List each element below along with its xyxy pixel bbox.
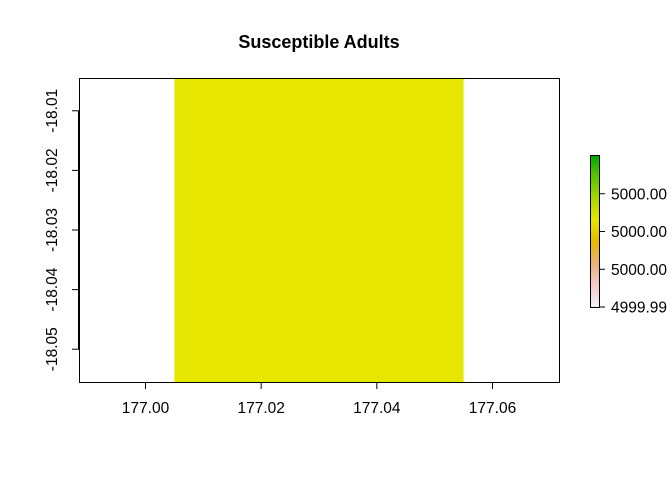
chart-title: Susceptible Adults xyxy=(238,32,399,52)
heatmap-cell xyxy=(174,78,464,382)
y-tick-label: -18.04 xyxy=(44,267,61,311)
y-tick-label: -18.01 xyxy=(44,89,61,133)
legend-tick-label: 5000.00 xyxy=(611,224,667,241)
y-tick-label: -18.05 xyxy=(44,327,61,371)
x-tick-label: 177.02 xyxy=(237,400,284,417)
x-tick-label: 177.06 xyxy=(469,400,516,417)
x-tick-label: 177.04 xyxy=(353,400,401,417)
x-axis: 177.00 177.02 177.04 177.06 xyxy=(122,382,516,417)
legend-color-bar xyxy=(590,155,599,307)
y-axis: -18.01 -18.02 -18.03 -18.04 -18.05 xyxy=(44,89,79,371)
y-tick-label: -18.03 xyxy=(44,208,61,252)
heatmap-cells xyxy=(174,78,464,382)
legend-tick-label: 5000.00 xyxy=(611,186,667,203)
color-legend: 5000.00 5000.00 5000.00 4999.99 xyxy=(590,155,667,317)
legend-tick-label: 5000.00 xyxy=(611,262,667,279)
legend-tick-label: 4999.99 xyxy=(611,300,667,317)
x-tick-label: 177.00 xyxy=(122,400,170,417)
y-tick-label: -18.02 xyxy=(44,148,61,192)
